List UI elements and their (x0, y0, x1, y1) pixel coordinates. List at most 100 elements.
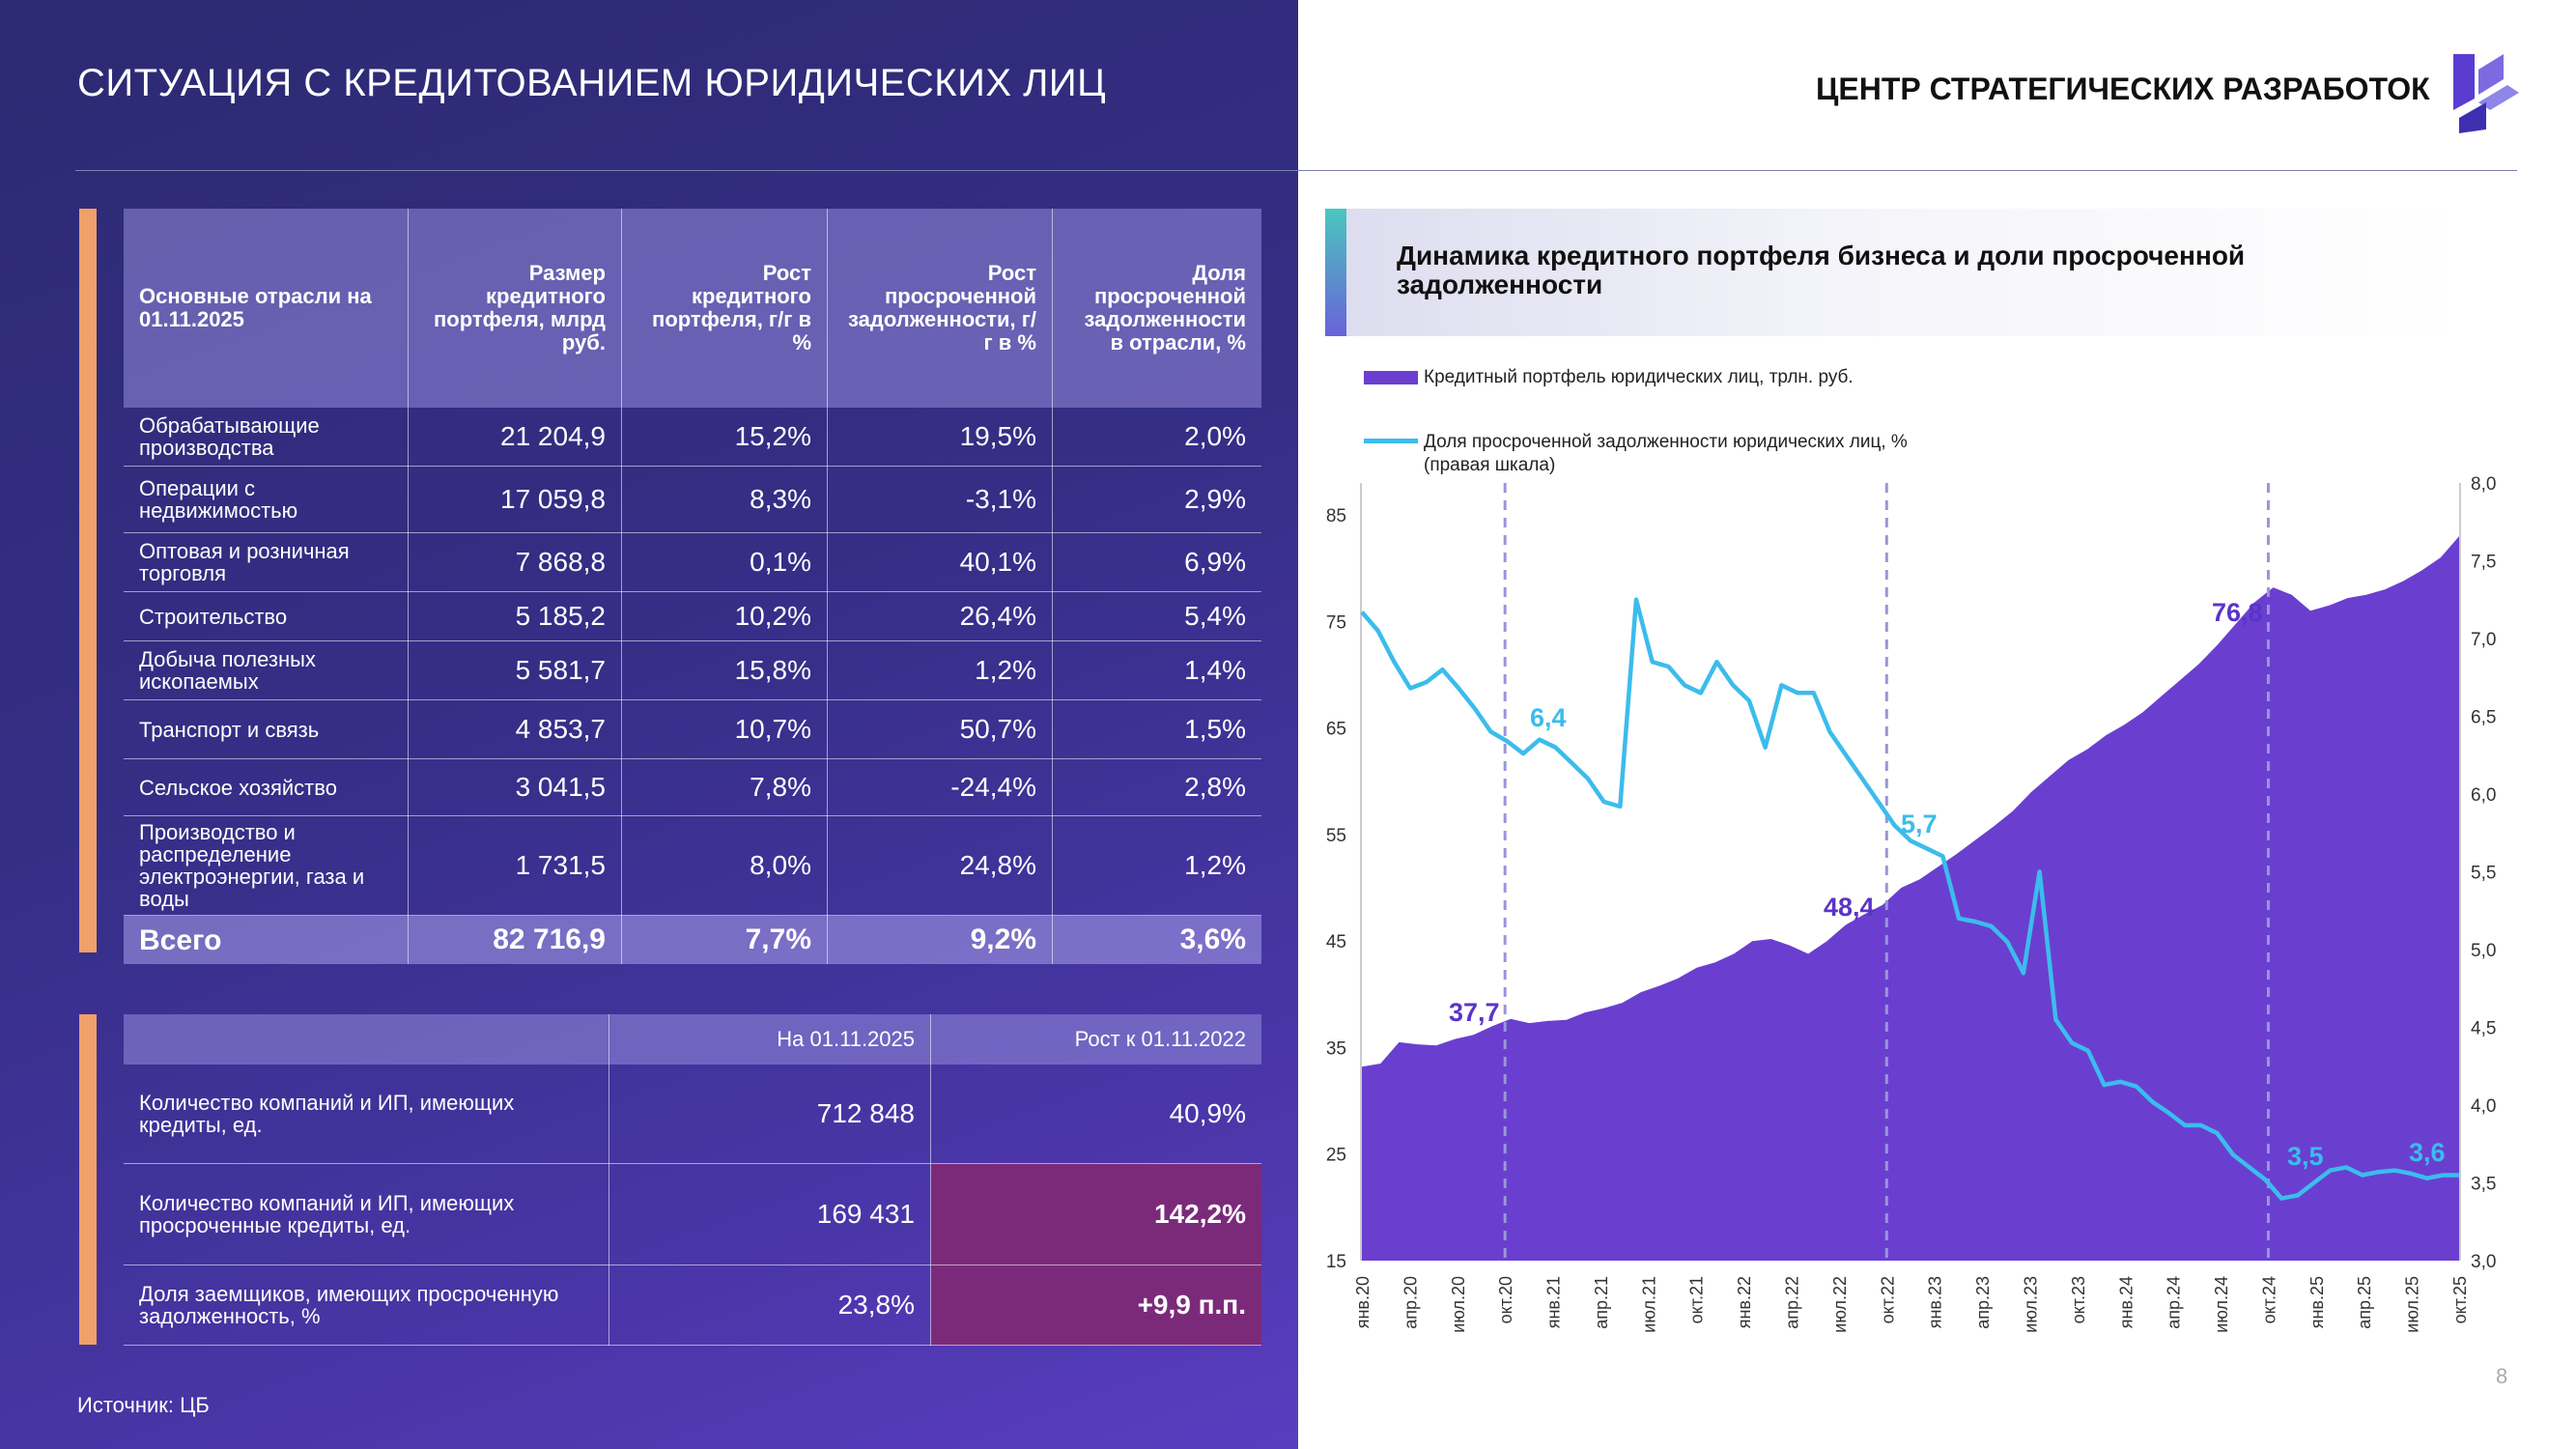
header-overdue-growth: Рост просроченной задолженности, г/г в % (827, 209, 1053, 408)
x-tick-label: окт.24 (2259, 1276, 2279, 1323)
page-title: СИТУАЦИЯ С КРЕДИТОВАНИЕМ ЮРИДИЧЕСКИХ ЛИЦ (77, 62, 1107, 104)
cell-value: 5 581,7 (408, 640, 622, 700)
cell-value: 8,0% (621, 815, 828, 916)
header-growth: Рост к 01.11.2022 (930, 1014, 1261, 1065)
x-tick-label: апр.20 (1401, 1276, 1420, 1329)
area-data-label: 48,4 (1824, 893, 1875, 922)
cell-value: 2,0% (1052, 408, 1261, 467)
x-tick-label: июл.21 (1639, 1276, 1658, 1333)
cell-value: 6,9% (1052, 532, 1261, 592)
line-data-label: 3,6 (2409, 1138, 2446, 1167)
overdue-share-line (1360, 597, 2459, 1201)
row-label: Количество компаний и ИП, имеющих кредит… (124, 1065, 609, 1164)
industry-table: Основные отрасли на 01.11.2025 Размер кр… (124, 209, 1261, 964)
x-tick-label: апр.21 (1592, 1276, 1611, 1329)
cell-value: 5 185,2 (408, 591, 622, 641)
table-row: Сельское хозяйство 3 041,5 7,8% -24,4% 2,8% (124, 758, 1261, 816)
total-value: 82 716,9 (408, 915, 622, 964)
header-portfolio-growth: Рост кредитного портфеля, г/г в % (621, 209, 828, 408)
chart-header-accent (1325, 209, 1346, 336)
cell-value: -24,4% (827, 758, 1053, 816)
cell-value: 7 868,8 (408, 532, 622, 592)
table-row: Операции с недвижимостью 17 059,8 8,3% -3,1… (124, 466, 1261, 533)
row-label: Транспорт и связь (124, 699, 409, 759)
table1-accent-bar (79, 209, 97, 952)
x-tick-label: окт.25 (2450, 1276, 2470, 1323)
csr-logo-icon (2453, 54, 2519, 133)
table-header-row: На 01.11.2025 Рост к 01.11.2022 (124, 1014, 1261, 1065)
cell-value: 1,4% (1052, 640, 1261, 700)
x-tick-label: апр.22 (1783, 1276, 1802, 1329)
table-row: Доля заемщиков, имеющих просроченную зад… (124, 1264, 1261, 1346)
page-number: 8 (2496, 1364, 2508, 1388)
x-tick-label: июл.22 (1830, 1276, 1850, 1333)
cell-value: 1,2% (827, 640, 1053, 700)
legend-line-note: (правая шкала) (1424, 455, 1555, 475)
x-tick-label: апр.25 (2355, 1276, 2374, 1329)
right-tick-label: 6,0 (2471, 785, 2496, 806)
header-industry: Основные отрасли на 01.11.2025 (124, 209, 409, 408)
right-tick-label: 7,5 (2471, 553, 2496, 573)
left-tick-label: 55 (1326, 826, 1346, 846)
cell-value: 50,7% (827, 699, 1053, 759)
legend-line-label: Доля просроченной задолженности юридичес… (1424, 432, 1908, 452)
table-row: Оптовая и розничная торговля 7 868,8 0,1% 4… (124, 532, 1261, 592)
cell-value: 0,1% (621, 532, 828, 592)
x-tick-label: янв.20 (1353, 1276, 1373, 1328)
legend-area-label: Кредитный портфель юридических лиц, трлн… (1424, 367, 1854, 387)
table-row: Добыча полезных ископаемых 5 581,7 15,8% 1,… (124, 640, 1261, 700)
right-tick-label: 3,5 (2471, 1175, 2496, 1195)
cell-value: 2,9% (1052, 466, 1261, 533)
row-label: Операции с недвижимостью (124, 466, 409, 533)
table-row: Количество компаний и ИП, имеющих кредит… (124, 1065, 1261, 1164)
table-row: Производство и распределение электроэнер… (124, 815, 1261, 916)
x-tick-label: янв.23 (1926, 1276, 1945, 1328)
right-tick-label: 4,5 (2471, 1019, 2496, 1039)
cell-value: 1 731,5 (408, 815, 622, 916)
x-tick-label: янв.24 (2116, 1276, 2136, 1328)
header-empty (124, 1014, 609, 1065)
cell-value: 17 059,8 (408, 466, 622, 533)
cell-value: 169 431 (609, 1163, 931, 1265)
header-as-of: На 01.11.2025 (609, 1014, 931, 1065)
cell-value: 5,4% (1052, 591, 1261, 641)
header-overdue-share: Доля просроченной задолженности в отрасл… (1052, 209, 1261, 408)
right-tick-label: 8,0 (2471, 474, 2496, 495)
cell-value: 15,2% (621, 408, 828, 467)
x-tick-label: апр.24 (2165, 1276, 2184, 1329)
table-row: Строительство 5 185,2 10,2% 26,4% 5,4% (124, 591, 1261, 641)
x-tick-label: окт.22 (1878, 1276, 1897, 1323)
cell-value: 40,1% (827, 532, 1053, 592)
credit-chart: Кредитный портфель юридических лиц, трлн… (1326, 367, 2497, 1333)
table-row: Количество компаний и ИП, имеющих просро… (124, 1163, 1261, 1265)
table-row: Транспорт и связь 4 853,7 10,7% 50,7% 1,5% (124, 699, 1261, 759)
left-tick-label: 35 (1326, 1038, 1346, 1059)
chart-title: Динамика кредитного портфеля бизнеса и д… (1397, 241, 2246, 299)
right-tick-label: 4,0 (2471, 1096, 2496, 1117)
table-row: Обрабатывающие производства 21 204,9 15,2%… (124, 408, 1261, 467)
x-tick-label: окт.23 (2069, 1276, 2088, 1323)
table2-accent-bar (79, 1014, 97, 1345)
cell-value: 7,8% (621, 758, 828, 816)
x-tick-label: янв.21 (1544, 1276, 1564, 1328)
x-tick-label: апр.23 (1973, 1276, 1993, 1329)
right-tick-label: 5,5 (2471, 864, 2496, 884)
x-tick-label: июл.25 (2403, 1276, 2422, 1333)
x-tick-label: окт.20 (1496, 1276, 1515, 1323)
x-tick-label: июл.20 (1449, 1276, 1468, 1333)
row-label: Количество компаний и ИП, имеющих просро… (124, 1163, 609, 1265)
area-data-label: 76,8 (2212, 598, 2263, 627)
brand-name: ЦЕНТР СТРАТЕГИЧЕСКИХ РАЗРАБОТОК (1816, 71, 2430, 106)
cell-value: 15,8% (621, 640, 828, 700)
cell-value: 23,8% (609, 1264, 931, 1346)
cell-value: +9,9 п.п. (930, 1264, 1261, 1346)
right-tick-label: 6,5 (2471, 708, 2496, 728)
legend-line-swatch (1364, 439, 1418, 443)
total-value: 7,7% (621, 915, 828, 964)
left-tick-label: 15 (1326, 1252, 1346, 1272)
right-tick-label: 5,0 (2471, 941, 2496, 961)
x-tick-label: янв.25 (2307, 1276, 2327, 1328)
cell-value: 1,2% (1052, 815, 1261, 916)
legend-area-swatch (1364, 371, 1418, 384)
table-total-row: Всего 82 716,9 7,7% 9,2% 3,6% (124, 915, 1261, 964)
